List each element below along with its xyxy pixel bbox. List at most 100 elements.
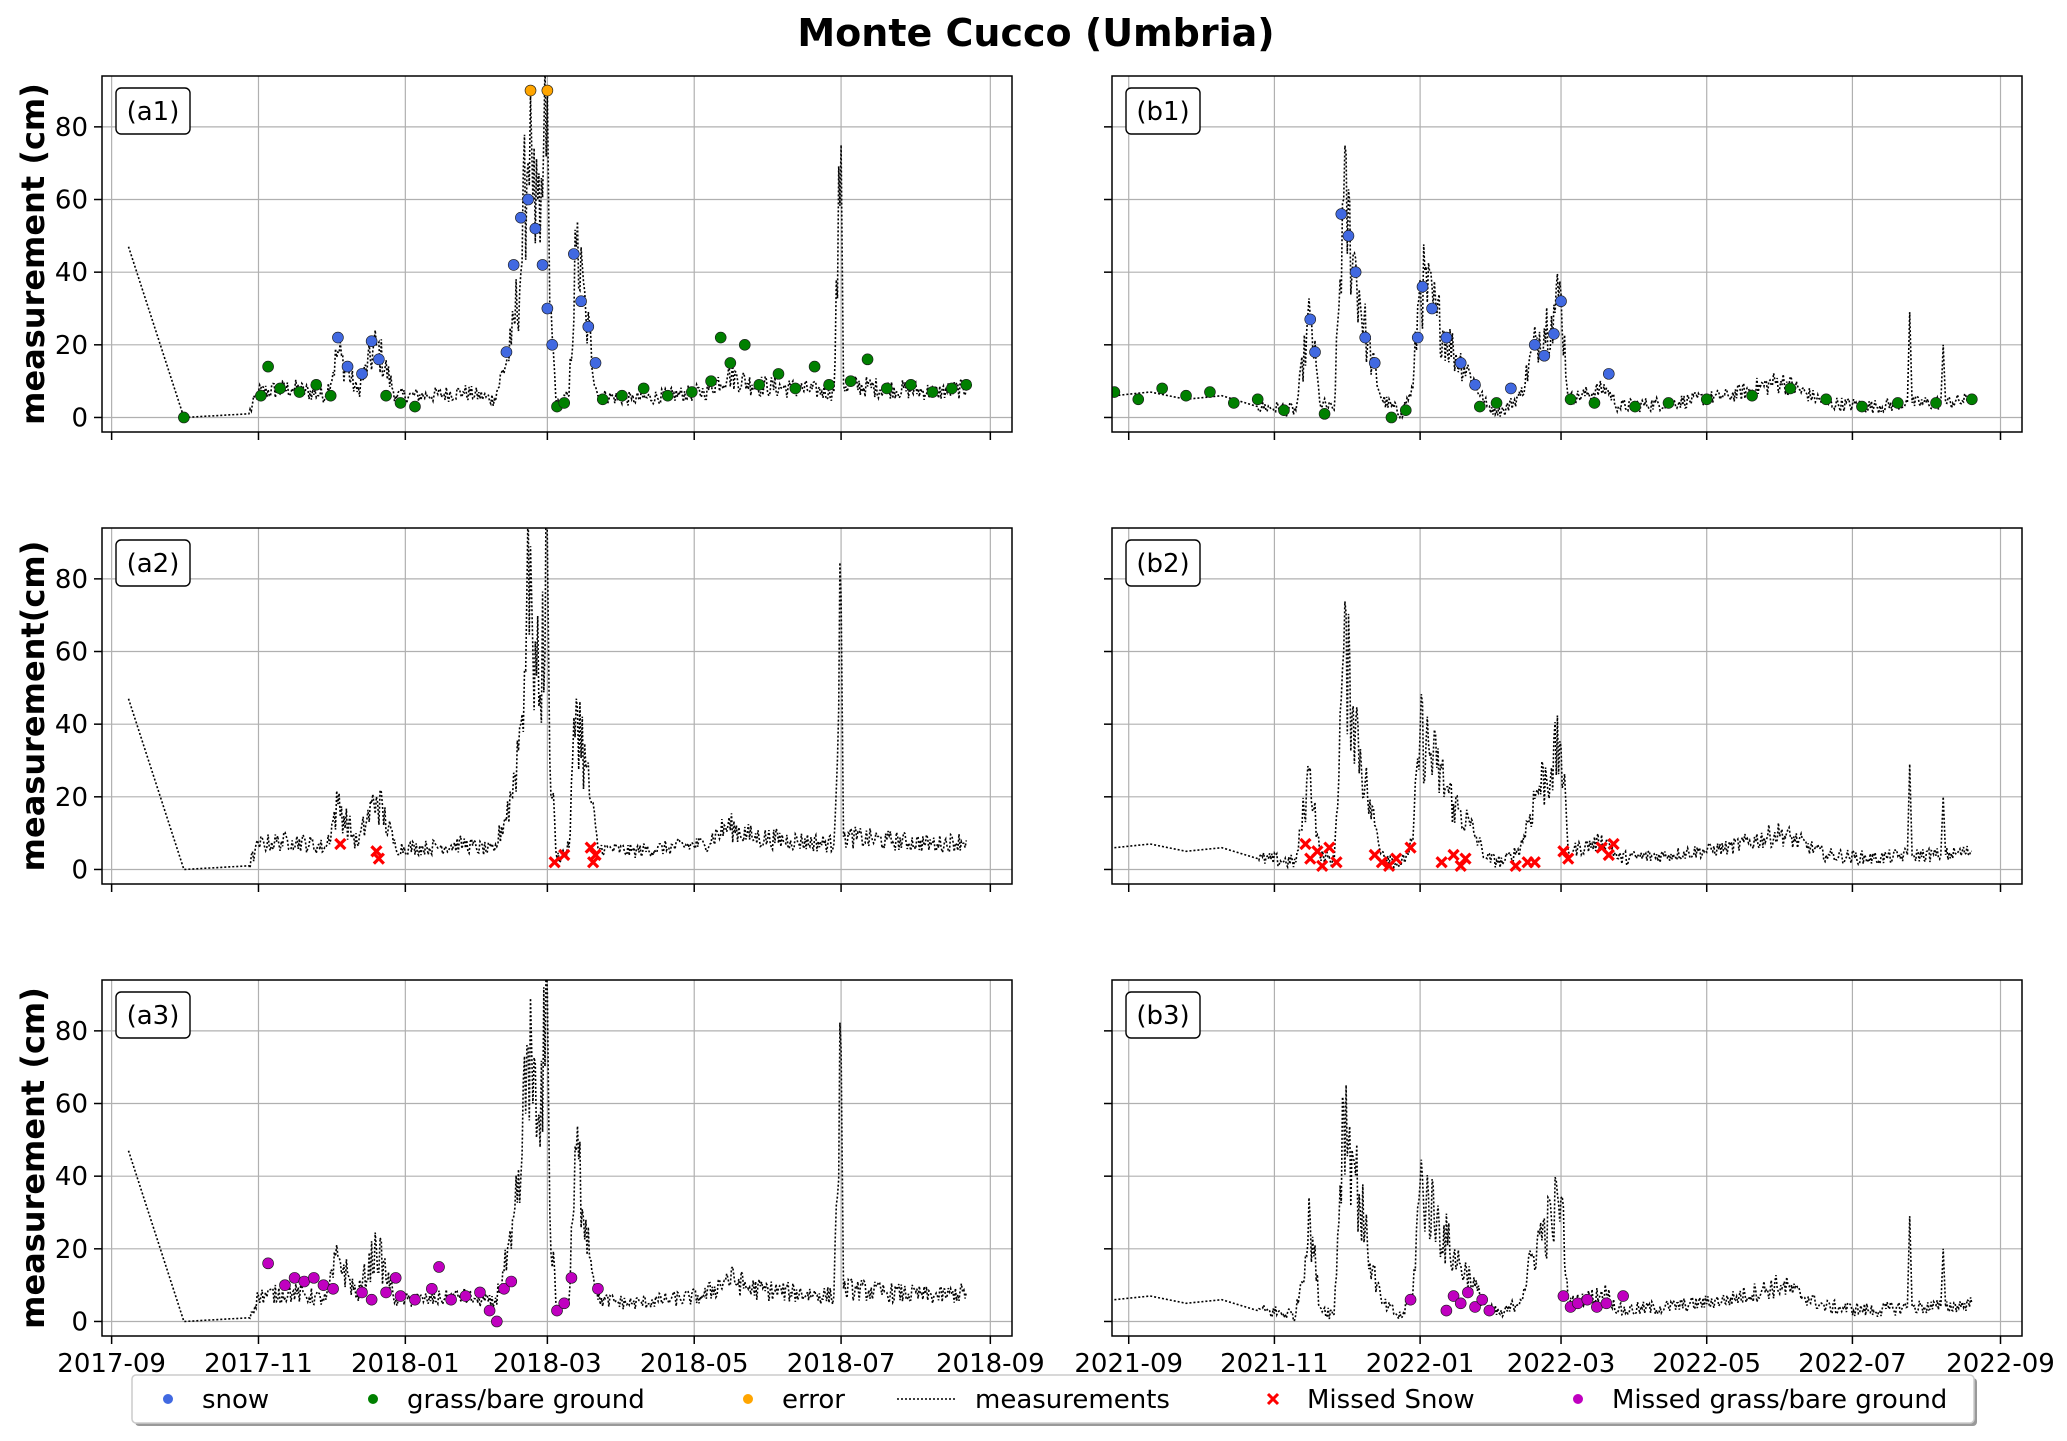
y-tick-label: 40 [55, 258, 88, 288]
data-point [1746, 389, 1758, 402]
data-point [474, 1286, 486, 1299]
data-point [589, 357, 602, 369]
x-tick-label: 2018-01 [351, 1349, 460, 1379]
data-point [445, 1293, 457, 1306]
data-point [341, 360, 354, 373]
data-point [686, 386, 698, 398]
data-point [1251, 393, 1264, 406]
legend-item-missed-grass: Missed grass/bare ground [1573, 1385, 1947, 1415]
y-tick-label: 20 [55, 783, 88, 813]
x-tick-label: 2018-03 [493, 1349, 602, 1379]
data-point [394, 1290, 407, 1302]
series-grass-bare-ground [178, 331, 973, 424]
panels: 0 20 40 60 80 (a1) measurement (cm) (b1) 0 20 40 60… [14, 75, 2055, 1379]
data-point [524, 84, 537, 97]
data-point [1476, 1293, 1489, 1306]
data-point [1462, 1286, 1474, 1299]
data-point-x [1557, 845, 1570, 858]
data-point [1204, 386, 1216, 398]
data-point [409, 1293, 421, 1306]
data-point [536, 259, 549, 271]
data-point [1454, 357, 1467, 369]
axes-frame [101, 979, 1013, 1337]
data-point [1359, 331, 1371, 344]
data-point [1156, 382, 1168, 395]
panel-b2: (b2) [1104, 527, 2023, 892]
x-tick-label: 2022-07 [1798, 1349, 1907, 1379]
data-point [279, 1279, 291, 1291]
legend-label: grass/bare ground [407, 1385, 645, 1415]
data-point [373, 353, 385, 366]
data-point [1892, 397, 1904, 409]
panel-label: (b2) [1136, 549, 1189, 579]
data-point [1490, 397, 1503, 409]
data-point [310, 378, 323, 391]
series-missed-grass-bare-ground [1404, 1286, 1629, 1317]
y-tick-label: 0 [71, 855, 88, 885]
x-tick-label: 2017-11 [204, 1349, 313, 1379]
data-point [332, 331, 344, 344]
data-point-x [1459, 852, 1472, 865]
series-missed-snow [1299, 837, 1620, 872]
data-point [505, 1275, 518, 1288]
y-axis-label: measurement (cm) [14, 83, 52, 425]
data-point-x [1435, 856, 1448, 869]
data-point [1454, 1297, 1467, 1310]
data-point [1581, 1293, 1594, 1306]
data-point [409, 400, 421, 413]
legend-item-grass: grass/bare ground [368, 1385, 645, 1415]
data-point [1368, 357, 1381, 369]
data-point [1440, 1304, 1453, 1317]
data-point-x [1316, 859, 1329, 872]
panel-b3: 2021-09 2021-11 2022-01 2022-03 2022-05 2022-… [1074, 979, 2055, 1379]
data-point [433, 1261, 445, 1273]
data-point-x [1311, 845, 1324, 858]
data-point [844, 375, 857, 387]
x-tick-label: 2017-09 [57, 1349, 166, 1379]
legend-marker [163, 1394, 173, 1404]
data-point [1318, 408, 1331, 420]
data-point [1557, 1290, 1570, 1302]
data-point [1469, 1301, 1481, 1313]
legend-item-measurements: measurements [897, 1385, 1170, 1415]
y-tick-label: 0 [71, 1307, 88, 1337]
data-point-x [1375, 856, 1389, 869]
data-point [1505, 382, 1517, 395]
axes-frame [1111, 527, 2023, 885]
data-point [881, 382, 893, 395]
data-point [1342, 230, 1355, 242]
legend-marker [743, 1394, 753, 1404]
y-tick-label: 80 [55, 565, 88, 595]
panel-label: (b3) [1136, 1001, 1189, 1031]
data-point [1112, 386, 1121, 398]
data-point [274, 382, 286, 395]
data-point [1856, 400, 1868, 413]
data-point [365, 335, 378, 347]
series-error [524, 84, 554, 97]
data-point [808, 360, 821, 373]
data-point [324, 389, 337, 402]
legend-item-error: error [743, 1385, 845, 1415]
data-point [541, 84, 554, 97]
data-point [946, 382, 958, 395]
y-tick-label: 40 [55, 710, 88, 740]
x-tick-label: 2022-01 [1366, 1349, 1475, 1379]
data-point [1555, 295, 1567, 308]
panel-label: (a1) [127, 97, 180, 127]
data-point [1700, 393, 1713, 406]
y-tick-label: 60 [55, 1090, 88, 1120]
x-tick-label: 2018-05 [640, 1349, 749, 1379]
legend-label: snow [202, 1385, 269, 1415]
figure-title: Monte Cucco (Umbria) [797, 11, 1274, 55]
data-point [365, 1293, 378, 1306]
data-point [1399, 404, 1412, 417]
data-point [637, 382, 650, 395]
data-point [558, 397, 571, 409]
legend-label: Missed grass/bare ground [1612, 1385, 1947, 1415]
data-point [861, 353, 874, 366]
data-point [308, 1272, 320, 1284]
data-point [546, 339, 558, 351]
data-point-x [558, 848, 571, 862]
